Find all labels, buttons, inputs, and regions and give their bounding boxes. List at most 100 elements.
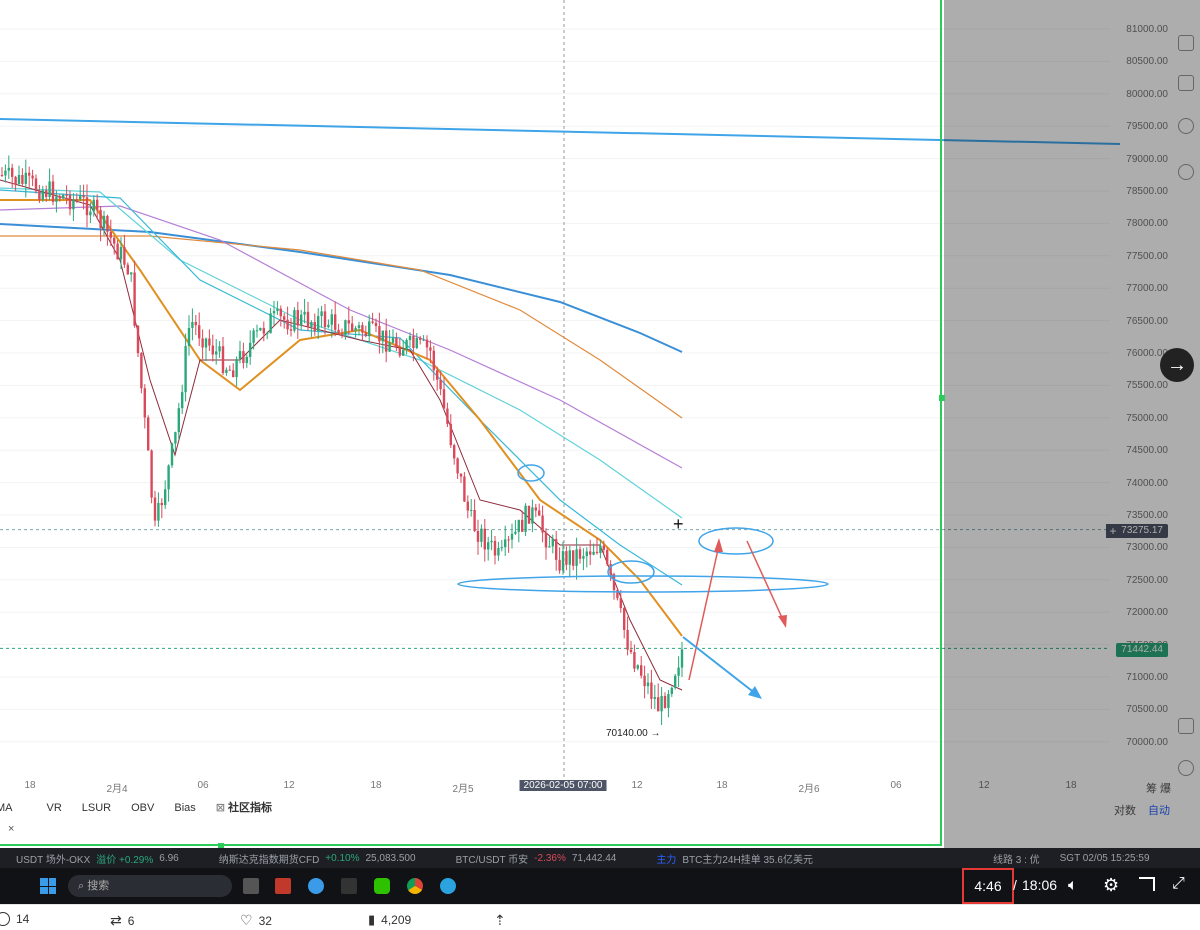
chrome-icon[interactable] <box>407 878 423 894</box>
candle-body <box>187 327 191 347</box>
candle-body <box>578 549 582 559</box>
candle-body <box>388 342 391 352</box>
layout-icon[interactable] <box>1178 35 1194 51</box>
heart-icon: ♡ <box>240 912 253 928</box>
reply-count: 14 <box>16 912 30 926</box>
frame-handle-right[interactable] <box>939 395 945 401</box>
window-icon[interactable] <box>1178 75 1194 91</box>
candle-body <box>17 174 21 184</box>
log-scale-toggle[interactable]: 对数 <box>1114 805 1136 817</box>
price-tick: 79000.00 <box>1126 153 1168 165</box>
axis-options: 对数 自动 <box>1114 802 1170 818</box>
crosshair-price-badge: 73275.17 <box>1116 524 1168 538</box>
candle-body <box>249 342 252 357</box>
pip-icon[interactable] <box>1139 877 1155 891</box>
settings-icon[interactable]: ⚙ <box>1103 875 1120 895</box>
candle-body <box>674 675 677 688</box>
candle-body <box>242 351 245 364</box>
tab-vr[interactable]: VR <box>46 802 62 814</box>
candle-body <box>391 337 395 343</box>
candle-body <box>289 329 293 331</box>
candle-body <box>585 551 588 557</box>
tab-lsur[interactable]: LSUR <box>81 802 112 814</box>
candle-body <box>555 539 558 560</box>
candle-body <box>640 665 643 676</box>
retweet-icon: ⇄ <box>110 912 122 928</box>
price-tick: 75000.00 <box>1126 412 1168 424</box>
candle-body <box>41 190 44 200</box>
ticker-item: 71,442.44 <box>571 852 617 864</box>
app-icon[interactable] <box>243 878 259 894</box>
candle-body <box>663 695 667 708</box>
candle-body <box>327 324 330 328</box>
share-button[interactable]: ⇡ <box>494 912 506 929</box>
candle-body <box>415 337 418 349</box>
candle-body <box>225 369 228 374</box>
like-button[interactable]: ♡ 32 <box>240 912 272 929</box>
side-label-2: 爆 <box>1160 783 1171 795</box>
frame-handle-bottom[interactable] <box>218 843 224 849</box>
candle-body <box>402 349 405 356</box>
headset-icon[interactable] <box>1178 760 1194 776</box>
candle-body <box>405 339 408 350</box>
tab-ma[interactable]: MA <box>0 802 13 814</box>
candle-body <box>269 313 272 334</box>
candle-body <box>619 598 622 609</box>
volume-icon[interactable]: 🔈︎ <box>1068 877 1078 894</box>
time-tick: 06 <box>197 780 209 791</box>
ticker-item: -2.36% <box>534 852 566 864</box>
auto-scale-toggle[interactable]: 自动 <box>1148 805 1170 817</box>
app-icon[interactable] <box>275 878 291 894</box>
ticker-item: 纳斯达克指数期货CFD <box>218 854 320 866</box>
reply-button[interactable]: 14 <box>0 912 29 926</box>
ticker-item: 线路 3 : 优 <box>992 854 1040 866</box>
candle-body <box>653 697 656 699</box>
candle-body <box>344 320 347 335</box>
candle-body <box>310 322 313 327</box>
app-icon[interactable] <box>341 878 357 894</box>
search-icon: ⌕ <box>78 880 88 892</box>
tab-community-indicators[interactable]: ⊠ 社区指标 <box>206 800 282 818</box>
candle-body <box>306 311 310 327</box>
candle-body <box>62 194 65 199</box>
ticker-item: 溢价 +0.29% <box>96 854 154 866</box>
windows-start-icon[interactable] <box>40 878 56 894</box>
tab-obv[interactable]: OBV <box>131 802 155 814</box>
chart-area[interactable]: 81000.00 80500.00 80000.00 79500.00 79000.00… <box>0 0 1200 850</box>
candle-body <box>476 530 480 542</box>
candle-body <box>337 329 340 334</box>
app-icon[interactable] <box>308 878 324 894</box>
candle-body <box>266 333 269 335</box>
refresh-icon[interactable] <box>1178 164 1194 180</box>
candle-body <box>65 194 68 196</box>
low-price-value: 70140.00 <box>606 728 648 739</box>
fullscreen-icon[interactable]: ⤢ <box>1172 875 1185 892</box>
candle-body <box>116 243 119 260</box>
candle-body <box>75 199 78 201</box>
candle-body <box>96 199 99 210</box>
taskbar-search[interactable]: ⌕ 搜索 <box>68 875 232 897</box>
indicator-tabs: MA VR LSUR OBV Bias ⊠ 社区指标 <box>0 800 282 818</box>
add-alert-icon[interactable]: + <box>1106 524 1120 538</box>
candle-body <box>629 649 633 653</box>
candle-body <box>303 311 306 315</box>
candle-body <box>371 321 374 323</box>
candle-body <box>449 423 452 446</box>
wechat-icon[interactable] <box>374 878 390 894</box>
telegram-icon[interactable] <box>440 878 456 894</box>
retweet-button[interactable]: ⇄ 6 <box>110 912 134 929</box>
candle-body <box>527 505 531 524</box>
price-tick: 73000.00 <box>1126 542 1168 554</box>
candle-body <box>262 327 265 334</box>
candle-body <box>602 545 605 550</box>
candle-body <box>45 190 48 197</box>
candle-body <box>538 510 541 516</box>
views-button[interactable]: ▮ 4,209 <box>368 912 411 928</box>
panel-icon[interactable] <box>1178 718 1194 734</box>
annotation-arrow-up <box>688 544 720 681</box>
close-indicator-button[interactable]: × <box>8 823 15 835</box>
tab-bias[interactable]: Bias <box>174 802 196 814</box>
price-chart[interactable] <box>0 0 1200 850</box>
next-arrow-button[interactable]: → <box>1160 348 1194 382</box>
robot-icon[interactable] <box>1178 118 1194 134</box>
